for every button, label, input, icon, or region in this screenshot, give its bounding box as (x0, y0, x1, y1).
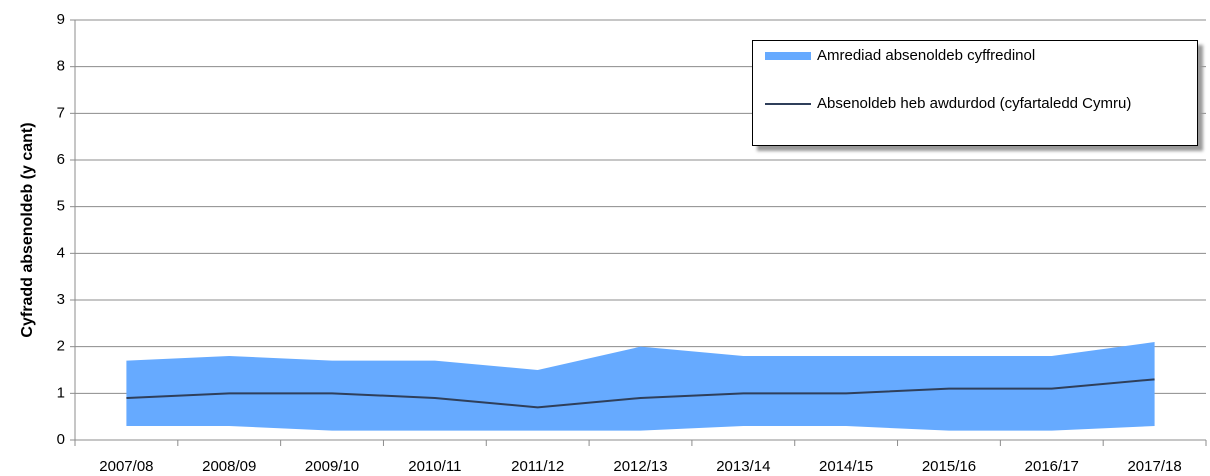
x-tick-label: 2013/14 (716, 458, 770, 475)
legend-entry: Amrediad absenoldeb cyffredinol (765, 47, 1191, 64)
y-tick-label: 0 (57, 431, 65, 448)
x-tick-label: 2016/17 (1025, 458, 1079, 475)
legend-swatch (765, 52, 811, 60)
line (126, 378, 1155, 409)
y-tick-label: 1 (57, 384, 65, 401)
x-tick-label: 2009/10 (305, 458, 359, 475)
x-tick-label: 2014/15 (819, 458, 873, 475)
legend-label: Amrediad absenoldeb cyffredinol (817, 47, 1036, 64)
legend-label: Absenoldeb heb awdurdod (cyfartaledd Cym… (817, 95, 1132, 112)
y-tick-label: 4 (57, 244, 65, 261)
legend: Amrediad absenoldeb cyffredinol Absenolde… (752, 40, 1198, 146)
x-tick-label: 2011/12 (511, 458, 564, 475)
y-tick-label: 9 (57, 11, 65, 28)
x-tick-label: 2007/08 (99, 458, 153, 475)
x-tick-label: 2017/18 (1127, 458, 1181, 475)
x-tick-label: 2015/16 (922, 458, 976, 475)
x-tick-label: 2012/13 (613, 458, 667, 475)
y-tick-label: 8 (57, 58, 65, 75)
legend-swatch (765, 103, 811, 105)
y-tick-label: 2 (57, 338, 65, 355)
y-axis-title: Cyfradd absenoldeb (y cant) (19, 122, 36, 337)
range-area (126, 342, 1155, 431)
y-tick-label: 5 (57, 198, 65, 215)
legend-entry: Absenoldeb heb awdurdod (cyfartaledd Cym… (765, 95, 1191, 112)
y-tick-label: 7 (57, 104, 65, 121)
x-tick-label: 2010/11 (408, 458, 461, 475)
y-tick-label: 3 (57, 291, 65, 308)
x-tick-label: 2008/09 (202, 458, 256, 475)
y-tick-label: 6 (57, 151, 65, 168)
